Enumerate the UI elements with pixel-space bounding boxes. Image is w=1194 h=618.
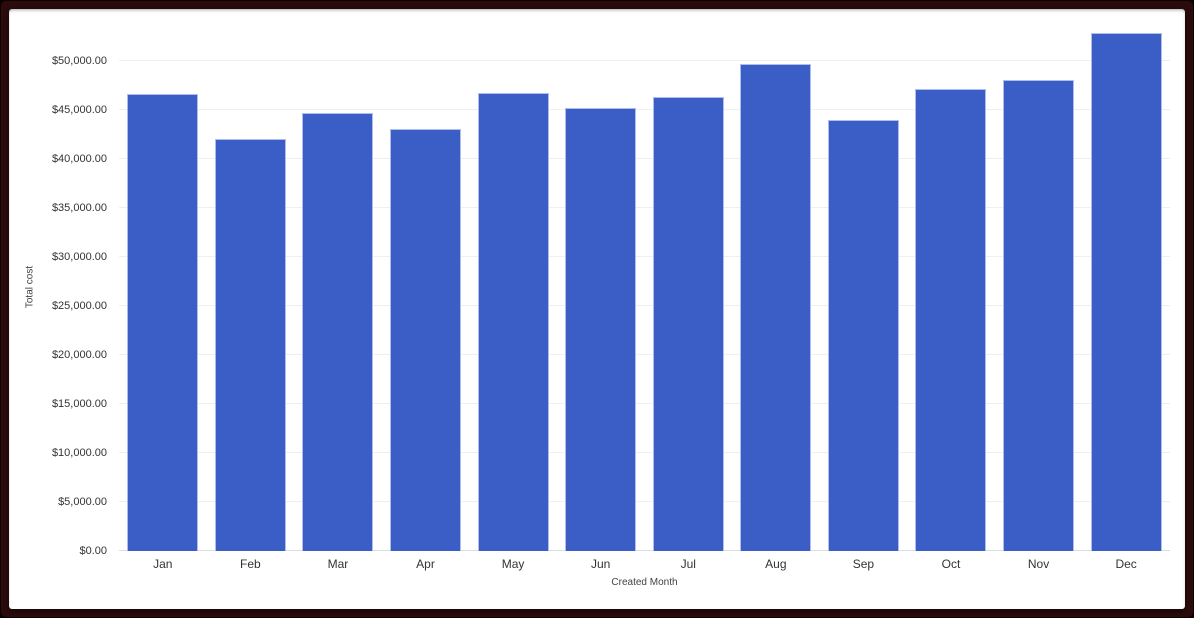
gridline: $15,000.00 <box>52 398 1170 410</box>
gridline: $50,000.00 <box>52 55 1170 67</box>
bar-band <box>557 12 645 551</box>
x-tick-label: Feb <box>240 557 261 571</box>
x-axis-line: $0.00 <box>79 545 1170 557</box>
x-tick-label: Oct <box>941 557 961 571</box>
bar-band <box>119 12 207 551</box>
plot-area: $0.00 $5,000.00 $10,000.00 $15,000.00 $20,00… <box>52 12 1170 557</box>
bar-sep[interactable] <box>827 119 899 551</box>
y-tick-label: $50,000.00 <box>51 54 107 67</box>
gridline: $45,000.00 <box>52 104 1170 116</box>
bar-jan[interactable] <box>127 94 199 551</box>
bar-feb[interactable] <box>214 139 286 551</box>
y-tick-label: $0.00 <box>79 544 107 557</box>
bar-nov[interactable] <box>1003 79 1075 551</box>
y-axis-title: Total cost <box>24 265 36 309</box>
y-tick-label: $10,000.00 <box>51 446 107 459</box>
x-tick-label: Apr <box>416 557 435 571</box>
y-tick-label: $15,000.00 <box>51 397 107 410</box>
bar-band <box>820 12 908 551</box>
gridline: $40,000.00 <box>52 153 1170 165</box>
bar-band <box>294 12 382 551</box>
x-tick-label: Nov <box>1027 557 1050 571</box>
y-tick-label: $30,000.00 <box>51 250 107 263</box>
y-tick-label: $25,000.00 <box>51 299 107 312</box>
bar-jul[interactable] <box>652 97 724 551</box>
gridline: $10,000.00 <box>52 447 1170 459</box>
bar-may[interactable] <box>477 93 549 551</box>
y-tick-label: $5,000.00 <box>58 495 107 508</box>
gridline: $5,000.00 <box>58 496 1170 508</box>
bar-band <box>732 12 820 551</box>
y-tick-label: $45,000.00 <box>51 103 107 116</box>
gridline: $30,000.00 <box>52 251 1170 263</box>
x-tick-label: Sep <box>852 557 875 571</box>
bar-series <box>119 12 1170 551</box>
y-tick-label: $35,000.00 <box>51 201 107 214</box>
x-tick-label: Mar <box>327 557 349 571</box>
bar-band <box>469 12 557 551</box>
x-axis-labels: Jan Feb Mar Apr May Jun Jul Aug Sep Oct Nov Dec <box>119 556 1170 572</box>
x-tick-label: Dec <box>1115 557 1137 571</box>
chart-panel: Total cost $0.00 $5,000.00 $10,000.00 $15,0… <box>9 9 1185 609</box>
bar-band <box>995 12 1083 551</box>
gridline: $35,000.00 <box>52 202 1170 214</box>
x-tick-label: Jul <box>680 557 696 571</box>
bar-band <box>907 12 995 551</box>
y-tick-label: $40,000.00 <box>51 152 107 165</box>
y-tick-label: $20,000.00 <box>51 348 107 361</box>
bar-band <box>382 12 470 551</box>
x-tick-label: Aug <box>765 557 787 571</box>
x-tick-label: Jun <box>591 557 611 571</box>
gridline: $25,000.00 <box>52 300 1170 312</box>
bar-band <box>644 12 732 551</box>
bar-apr[interactable] <box>390 128 462 551</box>
x-axis-title: Created Month <box>611 577 678 588</box>
gridline: $20,000.00 <box>52 349 1170 361</box>
bar-jun[interactable] <box>565 108 637 551</box>
x-tick-label: Jan <box>153 557 173 571</box>
bar-band <box>207 12 295 551</box>
bar-mar[interactable] <box>302 112 374 551</box>
x-tick-label: May <box>501 557 525 571</box>
bar-aug[interactable] <box>740 63 812 551</box>
bar-oct[interactable] <box>915 89 987 551</box>
bar-dec[interactable] <box>1090 32 1162 551</box>
bar-band <box>1082 12 1170 551</box>
